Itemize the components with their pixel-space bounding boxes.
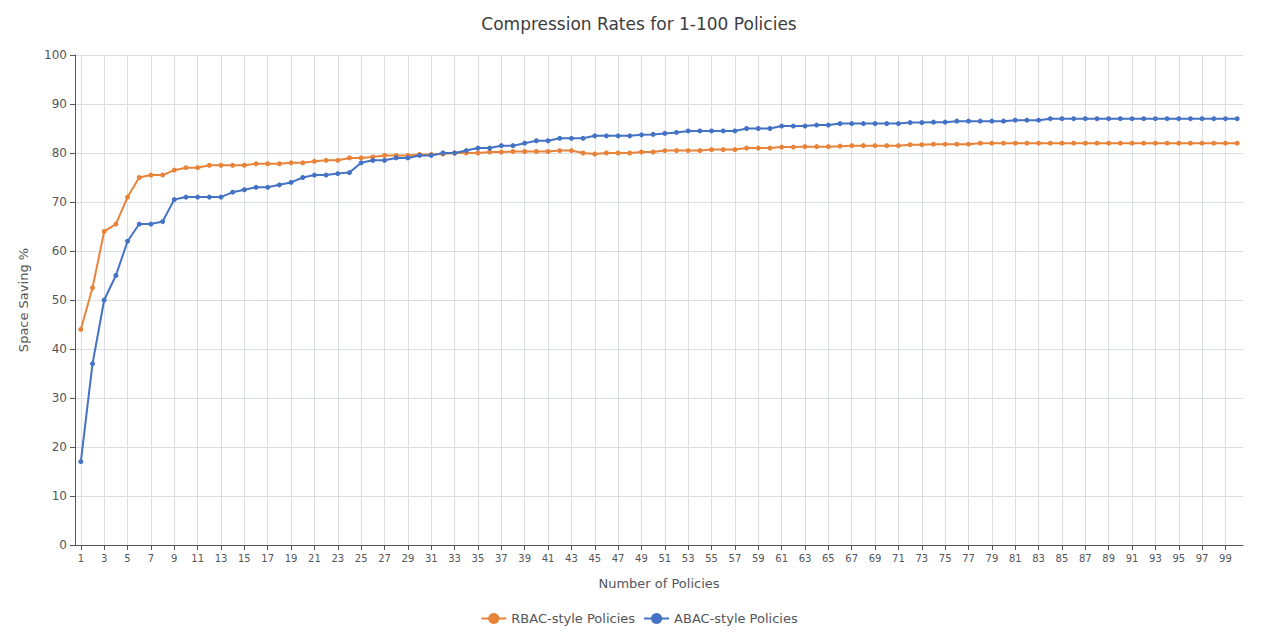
svg-text:15: 15 — [238, 553, 251, 564]
svg-text:59: 59 — [752, 553, 765, 564]
svg-text:80: 80 — [52, 146, 67, 160]
svg-text:63: 63 — [799, 553, 812, 564]
svg-text:47: 47 — [612, 553, 625, 564]
svg-text:45: 45 — [588, 553, 601, 564]
svg-text:33: 33 — [448, 553, 461, 564]
svg-text:49: 49 — [635, 553, 648, 564]
svg-text:Compression Rates for 1-100 Po: Compression Rates for 1-100 Policies — [481, 14, 797, 34]
svg-text:21: 21 — [308, 553, 321, 564]
svg-text:75: 75 — [939, 553, 952, 564]
svg-text:3: 3 — [101, 553, 107, 564]
svg-text:70: 70 — [52, 195, 67, 209]
svg-text:69: 69 — [869, 553, 882, 564]
svg-text:100: 100 — [44, 48, 67, 62]
svg-text:83: 83 — [1032, 553, 1045, 564]
svg-text:11: 11 — [191, 553, 204, 564]
svg-text:97: 97 — [1196, 553, 1209, 564]
svg-text:73: 73 — [915, 553, 928, 564]
svg-text:20: 20 — [52, 440, 67, 454]
svg-text:13: 13 — [215, 553, 228, 564]
svg-text:67: 67 — [845, 553, 858, 564]
svg-text:1: 1 — [78, 553, 84, 564]
svg-text:37: 37 — [495, 553, 508, 564]
svg-text:39: 39 — [518, 553, 531, 564]
svg-text:99: 99 — [1219, 553, 1232, 564]
svg-text:41: 41 — [542, 553, 555, 564]
svg-text:71: 71 — [892, 553, 905, 564]
svg-text:95: 95 — [1172, 553, 1185, 564]
svg-text:89: 89 — [1102, 553, 1115, 564]
svg-text:50: 50 — [52, 293, 67, 307]
svg-text:0: 0 — [59, 538, 67, 552]
svg-text:93: 93 — [1149, 553, 1162, 564]
svg-text:31: 31 — [425, 553, 438, 564]
svg-text:53: 53 — [682, 553, 695, 564]
svg-text:RBAC-style Policies: RBAC-style Policies — [511, 611, 635, 626]
svg-text:19: 19 — [285, 553, 298, 564]
svg-text:17: 17 — [261, 553, 274, 564]
svg-text:81: 81 — [1009, 553, 1022, 564]
svg-text:61: 61 — [775, 553, 788, 564]
svg-text:5: 5 — [124, 553, 130, 564]
svg-text:10: 10 — [52, 489, 67, 503]
svg-text:9: 9 — [171, 553, 177, 564]
svg-text:40: 40 — [52, 342, 67, 356]
svg-text:23: 23 — [331, 553, 344, 564]
svg-text:51: 51 — [658, 553, 671, 564]
svg-text:60: 60 — [52, 244, 67, 258]
svg-text:Number of Policies: Number of Policies — [598, 576, 719, 591]
svg-text:27: 27 — [378, 553, 391, 564]
svg-text:87: 87 — [1079, 553, 1092, 564]
svg-text:30: 30 — [52, 391, 67, 405]
svg-text:29: 29 — [402, 553, 415, 564]
svg-text:25: 25 — [355, 553, 368, 564]
svg-text:79: 79 — [986, 553, 999, 564]
svg-text:85: 85 — [1056, 553, 1069, 564]
svg-text:Space Saving %: Space Saving % — [16, 248, 31, 352]
svg-text:65: 65 — [822, 553, 835, 564]
svg-text:55: 55 — [705, 553, 718, 564]
svg-text:91: 91 — [1126, 553, 1139, 564]
svg-text:ABAC-style Policies: ABAC-style Policies — [674, 611, 798, 626]
svg-text:90: 90 — [52, 97, 67, 111]
svg-text:43: 43 — [565, 553, 578, 564]
svg-text:77: 77 — [962, 553, 975, 564]
svg-text:57: 57 — [729, 553, 742, 564]
svg-text:7: 7 — [148, 553, 154, 564]
svg-text:35: 35 — [472, 553, 485, 564]
